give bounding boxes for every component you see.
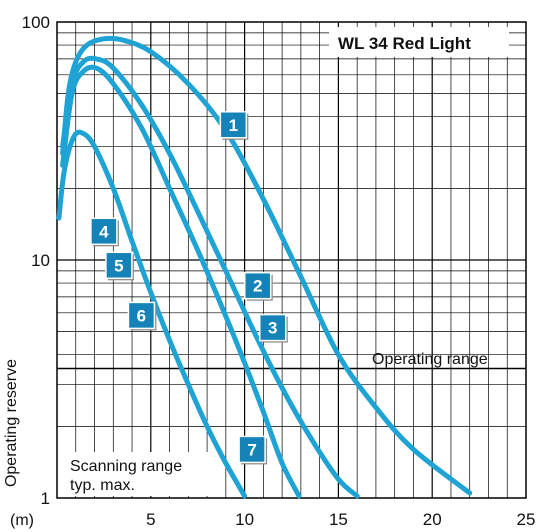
curve-label-text: 7 bbox=[247, 440, 256, 459]
curve-label-box bbox=[127, 301, 156, 330]
plot-border bbox=[56, 21, 527, 499]
x-tick-label: 25 bbox=[517, 510, 536, 529]
series-lines bbox=[56, 35, 473, 499]
curve-label-box bbox=[258, 313, 287, 342]
curve-label-2: 2 bbox=[243, 271, 273, 301]
chart-title: WL 34 Red Light bbox=[338, 34, 471, 53]
title-background bbox=[329, 27, 509, 57]
y-tick-label: 10 bbox=[31, 251, 50, 270]
curve-label-text: 2 bbox=[253, 277, 262, 296]
x-tick-label: 10 bbox=[235, 510, 254, 529]
series-line-2 bbox=[60, 55, 360, 499]
x-tick-label: 20 bbox=[423, 510, 442, 529]
curve-labels: 1 2 3 45 6 7 bbox=[90, 111, 288, 465]
curve-label-5: 5 bbox=[105, 251, 134, 281]
curve-label-1: 1 bbox=[219, 111, 249, 140]
series-line-1 bbox=[60, 35, 473, 496]
curve-label-box bbox=[243, 271, 272, 300]
curve-label-4: 4 bbox=[90, 217, 119, 247]
curve-label-text: 1 bbox=[229, 116, 238, 135]
annotation-line-1: Scanning range bbox=[70, 458, 182, 475]
curve-label-box bbox=[105, 251, 133, 280]
x-tick-label: 15 bbox=[329, 510, 348, 529]
curve-label-box bbox=[219, 111, 248, 139]
curve-label-6: 6 bbox=[127, 301, 157, 331]
series-line-3 bbox=[60, 64, 302, 499]
x-tick-label: 5 bbox=[146, 510, 155, 529]
curve-label-text: 6 bbox=[137, 306, 146, 325]
threshold-label: Operating range bbox=[372, 351, 488, 368]
y-axis-label: Operating reserve bbox=[3, 359, 20, 487]
series-line-4-5-6-7 bbox=[56, 129, 248, 499]
curve-label-text: 5 bbox=[114, 256, 123, 275]
x-axis-label: (m) bbox=[10, 512, 34, 529]
y-tick-label: 1 bbox=[41, 489, 50, 508]
curve-label-3: 3 bbox=[258, 313, 288, 343]
curve-label-text: 4 bbox=[99, 222, 109, 241]
curve-label-text: 3 bbox=[268, 319, 277, 338]
y-tick-label: 100 bbox=[22, 13, 50, 32]
annotation-line-2: typ. max. bbox=[70, 477, 135, 494]
plot-frame bbox=[56, 21, 527, 499]
curve-label-box bbox=[238, 435, 266, 464]
annotation-background bbox=[64, 452, 214, 496]
curve-label-7: 7 bbox=[238, 435, 268, 465]
curve-label-box bbox=[90, 217, 118, 246]
